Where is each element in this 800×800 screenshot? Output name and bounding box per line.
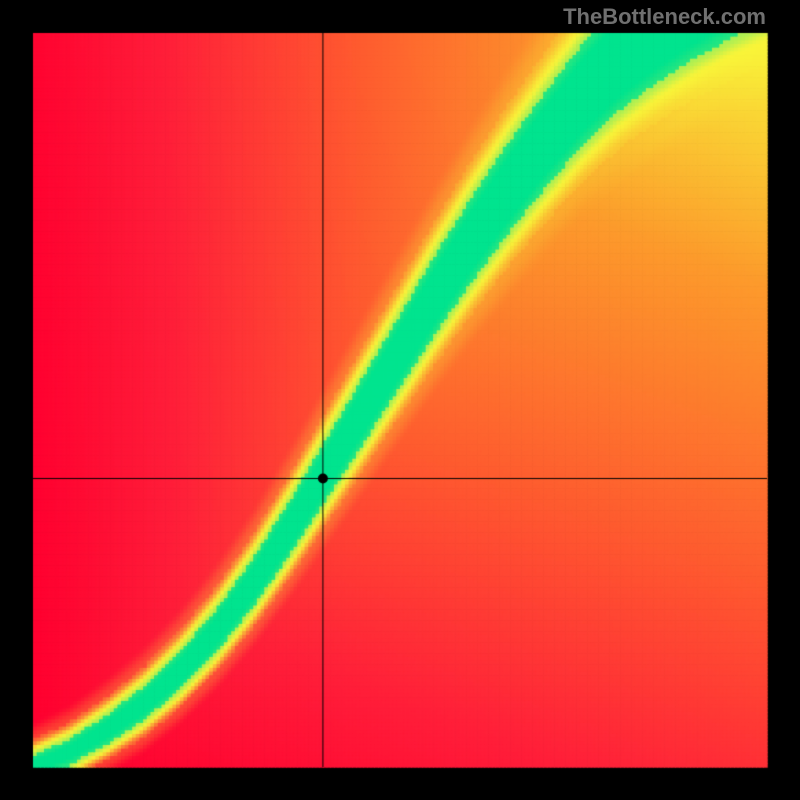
chart-container: TheBottleneck.com bbox=[0, 0, 800, 800]
bottleneck-heatmap-canvas bbox=[0, 0, 800, 800]
watermark-text: TheBottleneck.com bbox=[563, 4, 766, 30]
